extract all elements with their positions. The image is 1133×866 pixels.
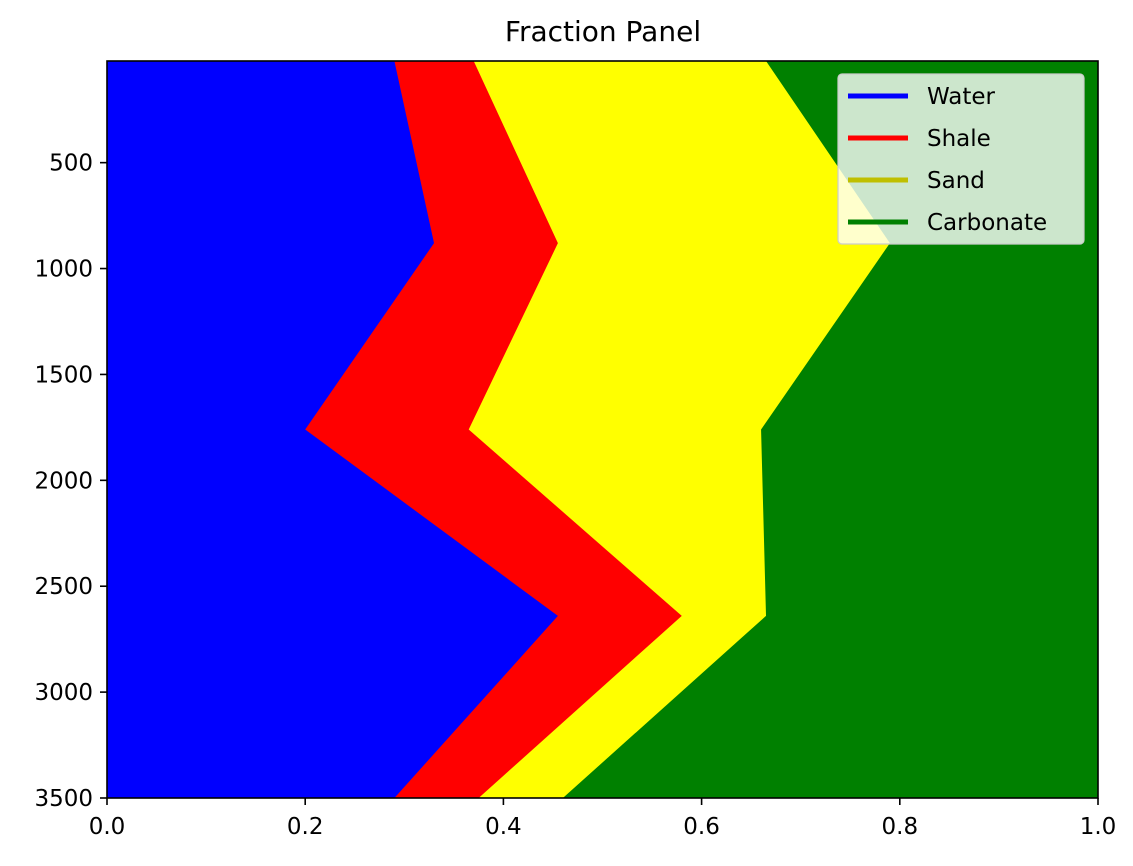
legend-label-sand: Sand xyxy=(927,168,985,194)
legend-box xyxy=(837,73,1085,245)
y-tick-label: 3000 xyxy=(34,680,93,706)
y-tick-label: 2500 xyxy=(34,574,93,600)
x-tick-label: 0.6 xyxy=(683,814,720,840)
y-tick-label: 2000 xyxy=(34,468,93,494)
x-tick-label: 0.2 xyxy=(287,814,324,840)
chart-title: Fraction Panel xyxy=(505,15,701,48)
y-tick-label: 500 xyxy=(49,151,93,177)
x-tick-label: 0.4 xyxy=(485,814,522,840)
area-water xyxy=(107,61,558,798)
x-tick-label: 1.0 xyxy=(1080,814,1117,840)
plot-frame xyxy=(106,60,1099,799)
x-tick-label: 0.0 xyxy=(89,814,126,840)
x-axis: 0.0 0.2 0.4 0.6 0.8 1.0 xyxy=(89,798,1117,840)
y-tick-label: 1500 xyxy=(34,362,93,388)
y-tick-label: 3500 xyxy=(34,786,93,812)
legend-label-water: Water xyxy=(927,84,996,110)
legend-label-shale: Shale xyxy=(927,126,991,152)
x-tick-label: 0.8 xyxy=(882,814,919,840)
y-tick-label: 1000 xyxy=(34,257,93,283)
legend-label-carbonate: Carbonate xyxy=(927,210,1047,236)
stacked-areas xyxy=(107,61,1098,798)
y-axis: 500 1000 1500 2000 2500 3000 3500 xyxy=(34,151,107,812)
legend: Water Shale Sand Carbonate xyxy=(837,73,1085,245)
